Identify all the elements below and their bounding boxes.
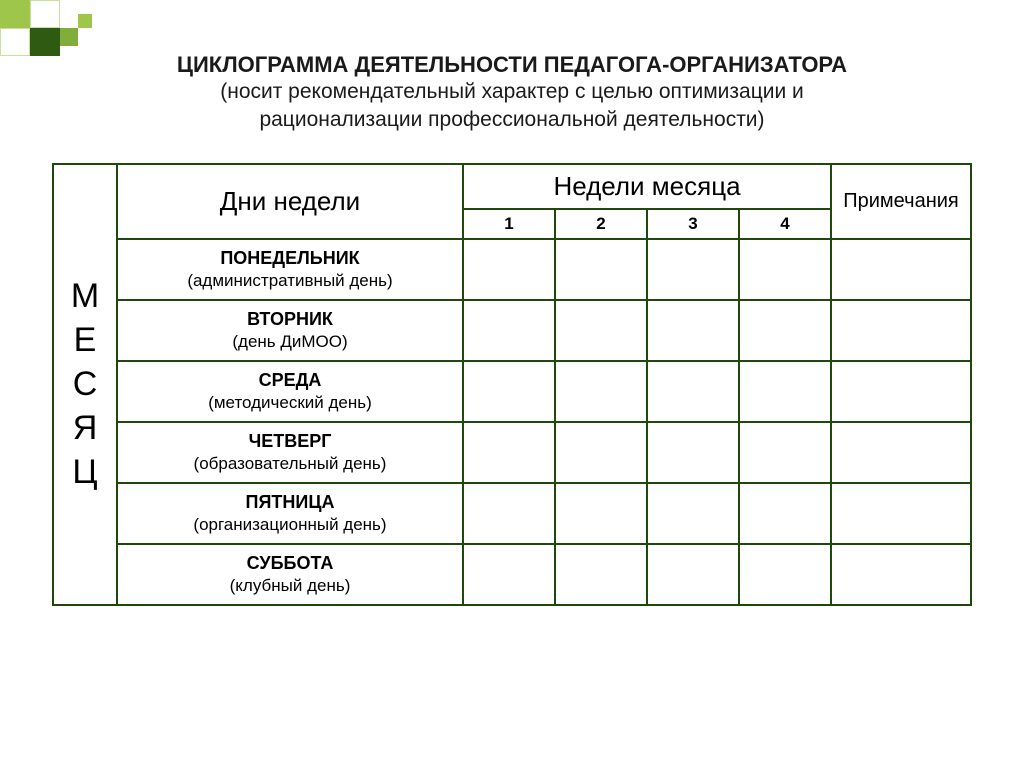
day-name: СУББОТА xyxy=(124,553,456,574)
decor-square xyxy=(30,28,60,56)
schedule-cell xyxy=(647,544,739,605)
header-days: Дни недели xyxy=(117,164,463,239)
day-note: (административный день) xyxy=(124,271,456,291)
schedule-cell xyxy=(739,483,831,544)
schedule-cell xyxy=(555,300,647,361)
day-cell: ЧЕТВЕРГ(образовательный день) xyxy=(117,422,463,483)
schedule-cell xyxy=(647,483,739,544)
schedule-cell xyxy=(463,483,555,544)
decor-square xyxy=(78,14,92,28)
schedule-cell xyxy=(555,483,647,544)
schedule-cell xyxy=(647,239,739,300)
schedule-cell xyxy=(739,422,831,483)
schedule-cell xyxy=(739,544,831,605)
header-weeks: Недели месяца xyxy=(463,164,831,209)
month-label-char: Ц xyxy=(54,450,116,494)
title-sub-line2: рационализации профессиональной деятельн… xyxy=(82,106,942,134)
schedule-table: МЕСЯЦДни неделиНедели месяцаПримечания12… xyxy=(52,163,972,606)
day-note: (клубный день) xyxy=(124,576,456,596)
day-note: (образовательный день) xyxy=(124,454,456,474)
month-label-cell: МЕСЯЦ xyxy=(53,164,117,605)
day-name: ПЯТНИЦА xyxy=(124,492,456,513)
title-main: ЦИКЛОГРАММА ДЕЯТЕЛЬНОСТИ ПЕДАГОГА-ОРГАНИ… xyxy=(82,52,942,78)
schedule-cell xyxy=(555,361,647,422)
month-label-char: Я xyxy=(54,406,116,450)
day-cell: ПЯТНИЦА(организационный день) xyxy=(117,483,463,544)
schedule-cell xyxy=(739,361,831,422)
schedule-cell xyxy=(463,239,555,300)
day-name: ВТОРНИК xyxy=(124,309,456,330)
decor-square xyxy=(60,28,78,46)
schedule-cell xyxy=(739,300,831,361)
schedule-cell xyxy=(463,361,555,422)
title-block: ЦИКЛОГРАММА ДЕЯТЕЛЬНОСТИ ПЕДАГОГА-ОРГАНИ… xyxy=(82,0,942,135)
week-number: 1 xyxy=(463,209,555,239)
day-name: СРЕДА xyxy=(124,370,456,391)
notes-cell xyxy=(831,483,971,544)
schedule-cell xyxy=(555,422,647,483)
notes-cell xyxy=(831,361,971,422)
day-cell: ВТОРНИК(день ДиМОО) xyxy=(117,300,463,361)
day-cell: СУББОТА(клубный день) xyxy=(117,544,463,605)
day-name: ПОНЕДЕЛЬНИК xyxy=(124,248,456,269)
day-note: (день ДиМОО) xyxy=(124,332,456,352)
decor-square xyxy=(30,0,60,28)
schedule-cell xyxy=(555,239,647,300)
month-label-char: С xyxy=(54,362,116,406)
decor-square xyxy=(0,0,30,28)
day-cell: СРЕДА(методический день) xyxy=(117,361,463,422)
schedule-cell xyxy=(647,422,739,483)
day-cell: ПОНЕДЕЛЬНИК(административный день) xyxy=(117,239,463,300)
corner-decoration xyxy=(0,0,140,60)
day-note: (методический день) xyxy=(124,393,456,413)
schedule-cell xyxy=(463,422,555,483)
schedule-cell xyxy=(463,300,555,361)
week-number: 2 xyxy=(555,209,647,239)
month-label-char: М xyxy=(54,274,116,318)
schedule-cell xyxy=(463,544,555,605)
decor-square xyxy=(0,28,30,56)
day-note: (организационный день) xyxy=(124,515,456,535)
schedule-cell xyxy=(555,544,647,605)
header-notes: Примечания xyxy=(831,164,971,239)
notes-cell xyxy=(831,239,971,300)
notes-cell xyxy=(831,544,971,605)
schedule-cell xyxy=(647,300,739,361)
title-sub-line1: (носит рекомендательный характер с целью… xyxy=(82,78,942,106)
schedule-cell xyxy=(647,361,739,422)
day-name: ЧЕТВЕРГ xyxy=(124,431,456,452)
week-number: 4 xyxy=(739,209,831,239)
notes-cell xyxy=(831,422,971,483)
notes-cell xyxy=(831,300,971,361)
schedule-cell xyxy=(739,239,831,300)
month-label-char: Е xyxy=(54,318,116,362)
week-number: 3 xyxy=(647,209,739,239)
schedule-table-wrap: МЕСЯЦДни неделиНедели месяцаПримечания12… xyxy=(52,163,972,606)
